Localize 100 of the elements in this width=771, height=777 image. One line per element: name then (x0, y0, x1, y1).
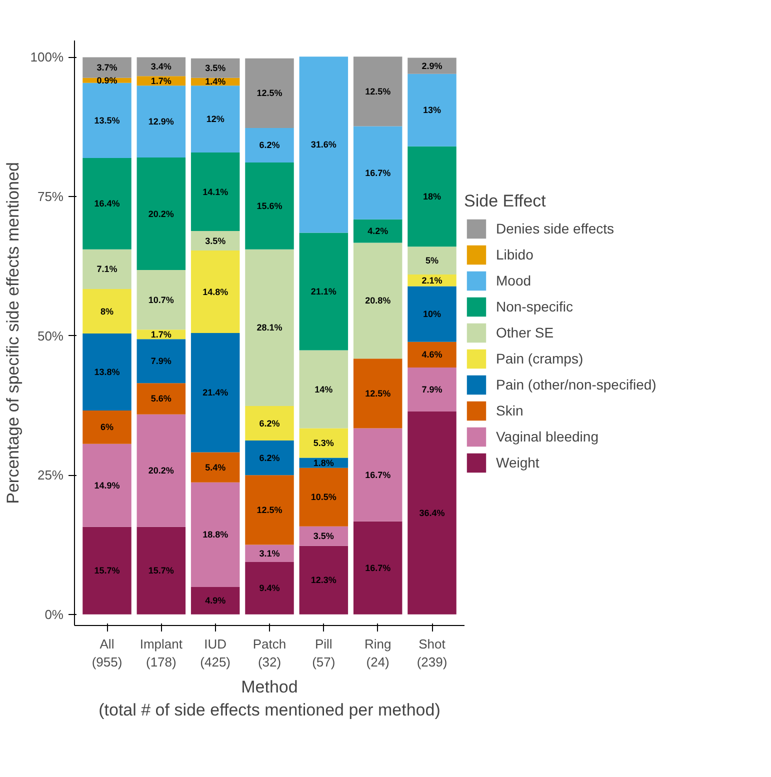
data-label: 31.6% (310, 140, 336, 150)
data-label: 36.4% (419, 508, 445, 518)
data-label: 15.6% (256, 200, 282, 211)
data-label: 14.8% (202, 286, 228, 297)
bar (82, 444, 132, 527)
bar (408, 74, 456, 146)
data-label: 4.6% (422, 350, 442, 360)
bar (408, 246, 456, 274)
bar (353, 358, 402, 428)
data-label: 16.7% (365, 470, 391, 480)
data-label: 21.1% (310, 286, 336, 296)
data-label: 3.5% (313, 531, 334, 542)
bar (408, 342, 456, 368)
legend-label: Weight (496, 454, 540, 470)
bar (353, 56, 402, 126)
data-label: 7.9% (422, 384, 442, 395)
x-tick-label: IUD (425) (200, 636, 231, 670)
data-label: 16.7% (365, 562, 391, 573)
x-tick-label: Ring (24) (364, 636, 392, 670)
data-label: 28.1% (256, 322, 282, 333)
legend-title: Side Effect (464, 191, 547, 211)
bar (136, 158, 186, 270)
bar (82, 249, 132, 289)
bar (245, 162, 294, 250)
bar (353, 219, 402, 243)
data-label: 1.8% (313, 458, 334, 468)
x-tick-label: Patch (32) (252, 636, 286, 670)
data-label: 15.7% (148, 566, 174, 576)
data-label: 12.9% (148, 116, 174, 127)
data-label: 14.9% (94, 480, 120, 490)
y-tick-label: 0% (44, 606, 64, 622)
bar (190, 58, 240, 78)
data-label: 6.2% (259, 418, 280, 428)
bar (299, 428, 348, 458)
data-label: 2.1% (422, 275, 442, 286)
bar (299, 350, 348, 428)
bar (136, 57, 186, 76)
data-label: 5.4% (205, 462, 226, 472)
bar (245, 440, 294, 476)
data-label: 9.4% (259, 583, 280, 594)
y-tick-label: 25% (37, 468, 64, 483)
data-label: 10% (422, 309, 442, 320)
x-tick-label: Implant (178) (140, 636, 183, 670)
data-label: 12.5% (365, 388, 391, 398)
data-label: 16.4% (94, 198, 120, 209)
y-axis-title: Percentage of specific side effects mentioned (3, 162, 22, 504)
legend-label: Mood (496, 272, 532, 288)
legend-label: Non-specific (496, 298, 574, 314)
data-label: 3.7% (96, 62, 118, 73)
bar (299, 468, 348, 526)
bar (353, 521, 402, 614)
bar (245, 562, 294, 614)
bar (136, 270, 186, 330)
data-label: 7.1% (96, 264, 118, 274)
bar (408, 412, 456, 614)
bar (190, 250, 240, 333)
x-tick-label: Shot (239) (416, 636, 448, 670)
bar (190, 152, 240, 232)
bar (408, 286, 456, 342)
bar (408, 146, 456, 247)
bar (299, 546, 348, 614)
data-label: 3.5% (205, 63, 226, 74)
data-label: 5.6% (150, 394, 172, 404)
bar (245, 475, 294, 545)
data-label: 3.1% (259, 548, 280, 558)
data-label: 1.4% (205, 76, 226, 87)
bar (190, 452, 240, 482)
bar (190, 86, 240, 152)
data-label: 1.7% (150, 329, 172, 340)
bar (353, 242, 402, 359)
legend-label: Skin (496, 402, 524, 418)
data-label: 6.2% (259, 452, 280, 463)
data-label: 18.8% (202, 530, 228, 540)
x-tick-label: Pill (57) (312, 636, 336, 670)
bar (136, 86, 186, 158)
legend-label: Pain (other/non-specified) (496, 376, 656, 392)
bar (245, 128, 294, 163)
bar (408, 368, 456, 412)
bar (245, 406, 294, 441)
data-label: 8% (100, 306, 114, 316)
data-label: 15.7% (94, 566, 120, 576)
bar (82, 288, 132, 334)
bar (190, 587, 240, 614)
bar (136, 383, 186, 414)
data-label: 12.5% (256, 504, 282, 515)
legend-label: Denies side effects (496, 220, 614, 236)
bar (245, 544, 294, 562)
legend-label: Libido (496, 246, 534, 262)
data-label: 16.7% (365, 168, 391, 178)
bar (136, 526, 186, 614)
data-label: 20.8% (365, 296, 391, 306)
data-label: 20.2% (148, 466, 174, 476)
bar (136, 339, 186, 384)
y-tick-label: 50% (37, 328, 64, 344)
data-label: 12.5% (256, 88, 282, 98)
data-label: 12.3% (310, 575, 336, 586)
data-label: 7.9% (150, 356, 172, 366)
data-label: 20.2% (148, 208, 174, 219)
bar (82, 334, 132, 410)
data-label: 0.9% (96, 75, 118, 86)
